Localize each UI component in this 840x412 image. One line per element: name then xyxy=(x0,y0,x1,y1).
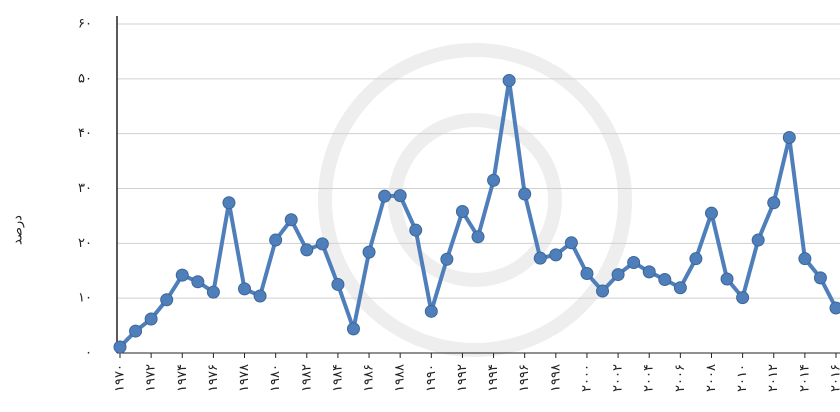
point xyxy=(207,286,219,298)
point xyxy=(550,249,562,261)
point xyxy=(145,313,157,325)
point xyxy=(410,224,422,236)
point xyxy=(176,269,188,281)
watermark xyxy=(325,50,625,350)
y-tick-label: ۴۰ xyxy=(78,126,92,141)
point xyxy=(534,252,546,264)
point xyxy=(192,276,204,288)
x-tick-label: ۲۰۰۶ xyxy=(673,364,688,392)
point xyxy=(519,188,531,200)
point xyxy=(472,231,484,243)
x-tick-label: ۱۹۷۲ xyxy=(144,364,159,392)
point xyxy=(379,190,391,202)
x-tick-label: ۱۹۷۸ xyxy=(237,364,252,392)
chart: درصد ۰ ۱۰ ۲۰ ۳۰ ۴۰ ۵۰ ۶۰ ۱۹۷۰ ۱۹۷۲ ۱۹۷۴ ۱۹۷۶ ۱۹۷۸ ۱۹… xyxy=(0,0,840,412)
x-tick-label: ۱۹۸۸ xyxy=(393,364,408,392)
point xyxy=(332,278,344,290)
point xyxy=(301,244,313,256)
point xyxy=(830,302,840,314)
x-tick-label: ۱۹۹۰ xyxy=(424,364,439,392)
point xyxy=(456,206,468,218)
x-tick-label: ۱۹۷۰ xyxy=(113,364,128,392)
y-tick-label: ۲۰ xyxy=(78,236,92,251)
point xyxy=(628,257,640,269)
point xyxy=(783,132,795,144)
point xyxy=(488,174,500,186)
point xyxy=(161,294,173,306)
x-tick-label: ۱۹۸۰ xyxy=(268,364,283,392)
point xyxy=(690,253,702,265)
point xyxy=(114,341,126,353)
x-tick-label: ۱۹۹۴ xyxy=(486,364,501,392)
point xyxy=(394,190,406,202)
x-tick-label: ۲۰۱۰ xyxy=(735,364,750,392)
y-axis-label: درصد xyxy=(11,215,26,245)
point xyxy=(347,323,359,335)
y-tick-label: ۰ xyxy=(85,346,92,361)
x-tick-label: ۱۹۹۶ xyxy=(517,364,532,392)
point xyxy=(363,246,375,258)
y-tick-label: ۱۰ xyxy=(78,291,92,306)
point xyxy=(239,283,251,295)
point xyxy=(223,197,235,209)
x-tick-label: ۲۰۰۲ xyxy=(611,364,626,392)
x-tick-label: ۱۹۸۶ xyxy=(362,364,377,392)
point xyxy=(316,238,328,250)
point xyxy=(814,272,826,284)
point xyxy=(659,274,671,286)
point xyxy=(425,305,437,317)
x-tick-label: ۲۰۱۴ xyxy=(797,364,812,392)
x-tick-label: ۱۹۷۴ xyxy=(175,364,190,392)
point xyxy=(643,266,655,278)
x-tick-label: ۱۹۸۴ xyxy=(330,364,345,392)
point xyxy=(503,74,515,86)
point xyxy=(285,214,297,226)
x-tick-label: ۲۰۰۸ xyxy=(704,364,719,392)
x-tick-label: ۲۰۱۲ xyxy=(766,364,781,392)
x-tick-label: ۲۰۰۰ xyxy=(579,364,594,392)
point xyxy=(768,197,780,209)
point xyxy=(674,282,686,294)
point xyxy=(612,269,624,281)
point xyxy=(270,234,282,246)
x-tick-label: ۲۰۱۶ xyxy=(829,364,840,392)
point xyxy=(130,325,142,337)
y-tick-label: ۳۰ xyxy=(78,181,92,196)
x-tick-label: ۱۹۷۶ xyxy=(206,364,221,392)
point xyxy=(581,267,593,279)
point xyxy=(737,292,749,304)
point xyxy=(565,237,577,249)
x-tick-label: ۱۹۹۲ xyxy=(455,364,470,392)
point xyxy=(441,253,453,265)
x-tick-label: ۱۹۸۲ xyxy=(299,364,314,392)
point xyxy=(752,234,764,246)
point xyxy=(597,285,609,297)
point xyxy=(799,253,811,265)
x-tick-label: ۲۰۰۴ xyxy=(642,364,657,392)
y-tick-label: ۵۰ xyxy=(78,71,92,86)
y-tick-label: ۶۰ xyxy=(78,17,92,32)
point xyxy=(705,207,717,219)
point xyxy=(254,290,266,302)
point xyxy=(721,273,733,285)
x-tick-label: ۱۹۹۸ xyxy=(548,364,563,392)
